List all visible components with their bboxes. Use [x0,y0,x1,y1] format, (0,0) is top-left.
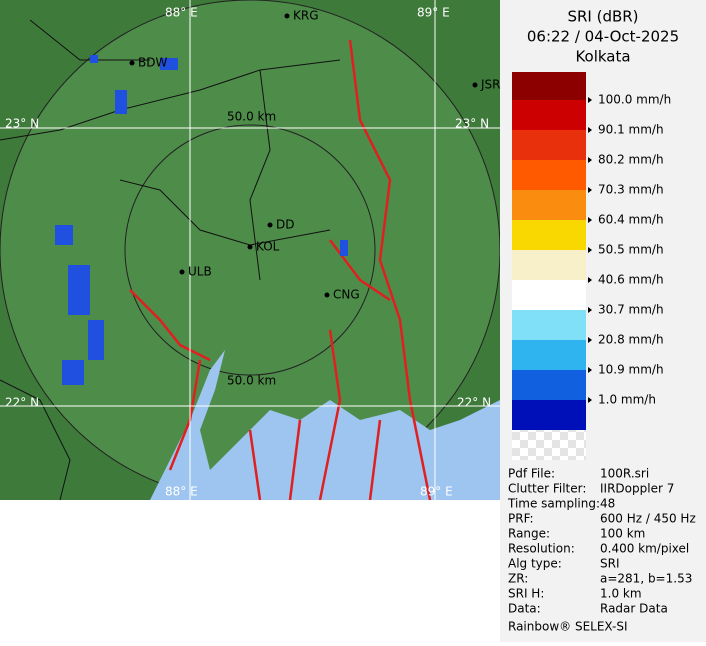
city-label: KOL [256,240,280,254]
city-label: ULB [188,265,212,279]
grid-label: 89° E [420,485,453,499]
legend-label: 50.5 mm/h [598,243,664,257]
info-value: a=281, b=1.53 [600,572,692,586]
range-label: 50.0 km [227,374,276,388]
legend-tick [588,337,592,343]
legend-tick [588,277,592,283]
info-value: 48 [600,497,615,511]
legend-tick [588,307,592,313]
legend-label: 1.0 mm/h [598,393,656,407]
grid-label: 88° E [165,6,198,20]
info-value: Radar Data [600,602,668,616]
city-dot [284,13,290,19]
legend-swatch [512,100,586,130]
legend-label: 70.3 mm/h [598,183,664,197]
legend-tick [588,217,592,223]
grid-label: 23° N [455,117,489,131]
city-dot [472,82,478,88]
title: 06:22 / 04-Oct-2025 [527,28,679,46]
info-key: PRF: [508,512,534,526]
legend-swatch [512,310,586,340]
legend-swatch [512,280,586,310]
info-value: 0.400 km/pixel [600,542,689,556]
legend-tick [588,247,592,253]
title: SRI (dBR) [567,8,638,26]
info-value: SRI [600,557,620,571]
legend-swatch [512,160,586,190]
legend-tick [588,187,592,193]
legend-tick [588,97,592,103]
info-value: 100R.sri [600,467,649,481]
legend-label: 40.6 mm/h [598,273,664,287]
legend-tick [588,367,592,373]
info-key: SRI H: [508,587,544,601]
info-key: Resolution: [508,542,575,556]
info-key: Time sampling: [507,497,600,511]
city-dot [324,292,330,298]
legend-label: 20.8 mm/h [598,333,664,347]
legend-tick [588,157,592,163]
legend-swatch [512,250,586,280]
city-dot [247,244,253,250]
city-label: BDW [138,56,167,70]
legend-label: 60.4 mm/h [598,213,664,227]
legend-swatch [512,190,586,220]
legend-label: 100.0 mm/h [598,93,671,107]
grid-label: 22° N [5,396,39,410]
legend-swatch [512,72,586,100]
legend-tick [588,397,592,403]
legend-label: 80.2 mm/h [598,153,664,167]
info-key: Range: [508,527,550,541]
legend-label: 30.7 mm/h [598,303,664,317]
city-dot [129,60,135,66]
city-dot [267,222,273,228]
info-value: 1.0 km [600,587,642,601]
city-label: CNG [333,288,360,302]
legend-swatch [512,220,586,250]
title: Kolkata [575,48,630,66]
info-key: Data: [508,602,541,616]
legend-swatch [512,340,586,370]
info-key: Alg type: [508,557,562,571]
info-value: 600 Hz / 450 Hz [600,512,696,526]
range-label: 50.0 km [227,110,276,124]
city-dot [179,269,185,275]
grid-label: 23° N [5,117,39,131]
legend-tick [588,127,592,133]
legend-swatch [512,370,586,400]
city-label: JSR [480,78,501,92]
map: 88° E 89° E 23° N 23° N 22° N 22° N 88° … [0,0,500,500]
grid-label: 89° E [417,6,450,20]
legend-label: 90.1 mm/h [598,123,664,137]
city-label: KRG [293,9,319,23]
legend-swatch [512,400,586,430]
city-label: DD [276,218,294,232]
grid-label: 88° E [165,485,198,499]
info-key: Clutter Filter: [508,482,586,496]
footer: Rainbow® SELEX-SI [508,620,628,634]
grid-label: 22° N [457,396,491,410]
legend-label: 10.9 mm/h [598,363,664,377]
info-value: 100 km [600,527,645,541]
info-key: Pdf File: [508,467,555,481]
info-key: ZR: [508,572,528,586]
info-value: IIRDoppler 7 [600,482,674,496]
legend-swatch [512,130,586,160]
